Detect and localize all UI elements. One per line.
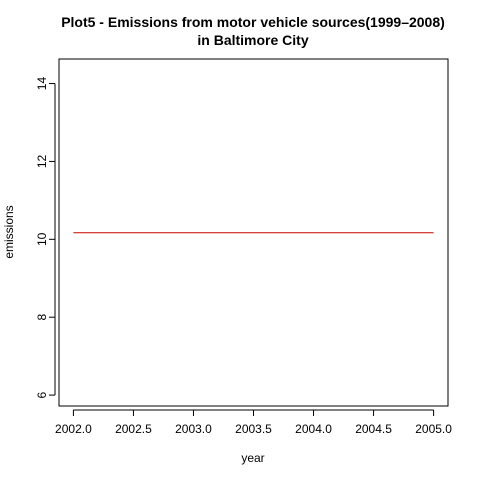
x-tick-label: 2004.0 [295, 422, 332, 436]
x-tick-label: 2003.5 [235, 422, 272, 436]
chart-title-line-1: Plot5 - Emissions from motor vehicle sou… [61, 14, 445, 30]
chart-title-line-2: in Baltimore City [197, 32, 308, 48]
x-axis-label: year [241, 451, 264, 465]
plot-area-frame [58, 58, 449, 407]
x-tick-label: 2003.0 [175, 422, 212, 436]
x-axis: 2002.0 2002.5 2003.0 2003.5 2004.0 2004.5 2005… [55, 409, 452, 436]
x-tick-label: 2002.0 [55, 422, 92, 436]
y-tick-label: 10 [35, 232, 49, 246]
y-tick-label: 6 [35, 391, 49, 398]
y-tick-label: 8 [35, 314, 49, 321]
y-axis-label: emissions [2, 205, 16, 258]
x-tick-label: 2004.5 [355, 422, 392, 436]
y-tick-label: 14 [35, 77, 49, 91]
x-tick-label: 2002.5 [115, 422, 152, 436]
x-tick-label: 2005.0 [415, 422, 452, 436]
y-tick-label: 12 [35, 154, 49, 168]
y-axis: 6 8 10 12 14 [35, 77, 56, 398]
